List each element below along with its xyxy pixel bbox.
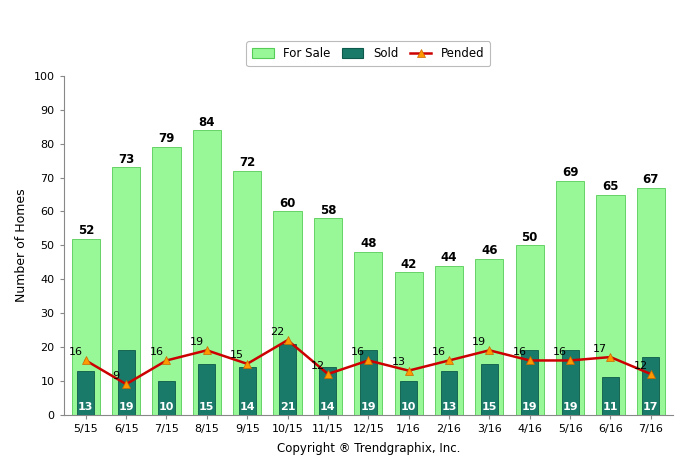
Text: 15: 15 (199, 402, 215, 412)
Text: 52: 52 (78, 224, 94, 237)
Text: 13: 13 (441, 402, 457, 412)
Bar (522, 350, 538, 415)
Bar (233, 171, 261, 415)
Text: 60: 60 (279, 197, 296, 210)
Text: 16: 16 (351, 347, 365, 357)
Bar (319, 367, 336, 415)
Bar (394, 273, 422, 415)
Bar (198, 364, 215, 415)
Bar (273, 212, 302, 415)
Bar (440, 371, 458, 415)
Text: 10: 10 (401, 402, 416, 412)
Text: 12: 12 (634, 360, 648, 371)
Bar (636, 188, 665, 415)
Text: 16: 16 (149, 347, 164, 357)
Bar (112, 167, 140, 415)
Text: 16: 16 (553, 347, 567, 357)
Text: 73: 73 (118, 153, 134, 166)
Bar (435, 266, 463, 415)
Text: 17: 17 (593, 344, 608, 354)
Text: 19: 19 (562, 402, 578, 412)
Text: 58: 58 (320, 204, 336, 217)
Bar (400, 381, 417, 415)
Y-axis label: Number of Homes: Number of Homes (15, 188, 28, 302)
Text: 42: 42 (400, 258, 417, 271)
Text: 19: 19 (361, 402, 376, 412)
Text: 50: 50 (522, 231, 538, 243)
X-axis label: Copyright ® Trendgraphix, Inc.: Copyright ® Trendgraphix, Inc. (277, 442, 460, 455)
Bar (279, 344, 296, 415)
Bar (596, 195, 625, 415)
Text: 16: 16 (69, 347, 83, 357)
Text: 9: 9 (112, 371, 120, 381)
Text: 10: 10 (159, 402, 174, 412)
Text: 65: 65 (602, 180, 619, 193)
Text: 17: 17 (643, 402, 658, 412)
Bar (561, 350, 579, 415)
Text: 16: 16 (513, 347, 526, 357)
Text: 79: 79 (158, 133, 175, 145)
Text: 13: 13 (391, 357, 405, 367)
Bar (158, 381, 175, 415)
Bar (602, 377, 619, 415)
Bar (72, 239, 100, 415)
Text: 19: 19 (118, 402, 134, 412)
Text: 19: 19 (522, 402, 537, 412)
Text: 14: 14 (239, 402, 255, 412)
Bar (354, 252, 383, 415)
Bar (118, 350, 135, 415)
Text: 14: 14 (320, 402, 336, 412)
Text: 15: 15 (482, 402, 497, 412)
Text: 15: 15 (230, 351, 244, 360)
Bar (475, 259, 504, 415)
Text: 21: 21 (280, 402, 295, 412)
Text: 67: 67 (643, 173, 659, 186)
Bar (515, 245, 544, 415)
Text: 69: 69 (562, 166, 579, 179)
Text: 16: 16 (432, 347, 446, 357)
Legend: For Sale, Sold, Pended: For Sale, Sold, Pended (246, 41, 491, 66)
Bar (152, 147, 181, 415)
Bar (360, 350, 377, 415)
Bar (193, 130, 221, 415)
Bar (481, 364, 498, 415)
Text: 22: 22 (270, 327, 285, 337)
Text: 13: 13 (78, 402, 94, 412)
Bar (77, 371, 94, 415)
Text: 11: 11 (603, 402, 619, 412)
Bar (239, 367, 256, 415)
Text: 19: 19 (472, 337, 486, 347)
Bar (556, 181, 584, 415)
Text: 84: 84 (199, 116, 215, 128)
Text: 72: 72 (239, 156, 255, 169)
Text: 46: 46 (481, 244, 497, 257)
Text: 19: 19 (190, 337, 204, 347)
Text: 12: 12 (311, 360, 325, 371)
Bar (314, 218, 342, 415)
Text: 44: 44 (441, 251, 458, 264)
Bar (643, 357, 659, 415)
Text: 48: 48 (360, 237, 376, 251)
